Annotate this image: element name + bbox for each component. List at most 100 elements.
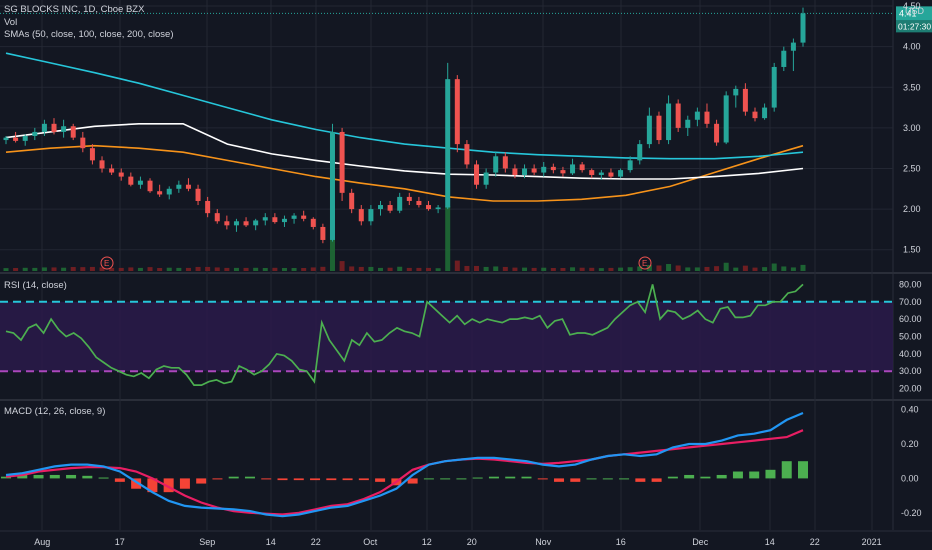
- candle-body: [781, 50, 787, 67]
- volume-bar: [13, 268, 19, 271]
- macd-histogram-bar: [716, 474, 727, 479]
- macd-histogram-bar: [749, 471, 760, 479]
- candle-body: [310, 218, 316, 227]
- candle-body: [80, 137, 86, 149]
- volume-bar: [560, 268, 566, 271]
- candle-body: [512, 168, 518, 175]
- volume-bar: [589, 267, 595, 271]
- candle-body: [714, 123, 720, 143]
- volume-bar: [618, 267, 624, 271]
- candle-body: [89, 148, 95, 161]
- macd-histogram-bar: [684, 474, 695, 479]
- sma-line-sma-50: [5, 144, 804, 202]
- candle-body: [675, 103, 681, 128]
- candle-body: [752, 111, 758, 119]
- candle-body: [570, 164, 576, 174]
- candle-body: [800, 13, 806, 43]
- candle-body: [397, 196, 403, 211]
- macd-tick-label: 0.20: [901, 439, 919, 449]
- volume-bar: [493, 266, 499, 271]
- candle-body: [243, 221, 249, 226]
- volume-bar: [109, 267, 115, 271]
- candle-body: [502, 156, 508, 169]
- macd-signal-line: [5, 429, 804, 516]
- macd-histogram-bar: [163, 478, 174, 493]
- volume-bar: [22, 267, 28, 271]
- macd-histogram-bar: [732, 471, 743, 479]
- volume-bar: [800, 264, 806, 271]
- sma-legend: SMAs (50, close, 100, close, 200, close): [4, 29, 174, 40]
- macd-histogram-bar: [602, 478, 613, 480]
- candle-body: [349, 192, 355, 210]
- price-tick-label: 2.00: [903, 204, 921, 214]
- volume-bar: [742, 265, 748, 271]
- candle-body: [618, 170, 624, 177]
- volume-bar: [733, 267, 739, 271]
- rsi-tick-label: 50.00: [899, 332, 922, 342]
- candle-body: [742, 88, 748, 112]
- candle-body: [377, 205, 383, 210]
- volume-bar: [176, 267, 182, 271]
- candle-body: [694, 111, 700, 120]
- candle-body: [272, 217, 278, 223]
- volume-bar: [531, 267, 537, 271]
- macd-histogram-bar: [244, 476, 255, 479]
- macd-histogram-bar: [570, 478, 581, 482]
- volume-bar: [762, 267, 768, 271]
- candle-body: [426, 205, 432, 210]
- volume-bar: [195, 266, 201, 271]
- volume-bar: [41, 267, 47, 271]
- macd-histogram-bar: [472, 477, 483, 479]
- time-tick-label: 2021: [862, 537, 882, 547]
- sma-line-sma-100: [5, 123, 804, 180]
- volume-bar: [320, 266, 326, 271]
- macd-histogram-bar: [33, 474, 44, 479]
- volume-bar: [512, 267, 518, 271]
- macd-histogram-bar: [1, 476, 11, 479]
- macd-histogram-bar: [131, 478, 142, 489]
- macd-histogram-bar: [98, 477, 109, 479]
- volume-bar: [387, 267, 393, 271]
- time-tick-label: 22: [810, 537, 820, 547]
- candle-body: [560, 170, 566, 174]
- countdown-value: 01:27:30: [898, 21, 931, 31]
- candle-body: [646, 115, 652, 145]
- volume-bar: [89, 266, 95, 271]
- time-tick-label: Sep: [199, 537, 215, 547]
- volume-bar: [166, 267, 172, 271]
- volume-bar: [397, 266, 403, 271]
- volume-bar: [483, 266, 489, 271]
- macd-histogram-bar: [765, 469, 776, 479]
- volume-bar: [426, 267, 432, 271]
- macd-histogram-bar: [147, 478, 158, 493]
- candle-body: [608, 172, 614, 177]
- volume-bar: [464, 265, 470, 271]
- volume-bar: [666, 264, 672, 271]
- candle-body: [358, 209, 364, 222]
- volume-bar: [51, 267, 57, 271]
- candle-body: [128, 176, 134, 185]
- candle-body: [723, 95, 729, 143]
- macd-histogram-bar: [781, 461, 792, 479]
- volume-bar: [253, 267, 259, 271]
- macd-histogram-bar: [66, 474, 77, 479]
- candle-body: [32, 131, 38, 136]
- macd-histogram-bar: [651, 478, 662, 482]
- volume-bar: [416, 267, 422, 271]
- candle-body: [435, 207, 441, 210]
- macd-histogram-bar: [440, 478, 451, 480]
- candle-body: [301, 215, 307, 219]
- macd-histogram-bar: [196, 478, 207, 484]
- candle-body: [368, 209, 374, 222]
- candle-body: [157, 191, 163, 195]
- volume-bar: [349, 266, 355, 271]
- time-tick-label: Aug: [34, 537, 50, 547]
- volume-legend: Vol: [4, 17, 18, 28]
- candle-body: [262, 217, 268, 221]
- candle-body: [387, 205, 393, 211]
- time-tick-label: Dec: [692, 537, 709, 547]
- candle-body: [656, 115, 662, 141]
- volume-bar: [694, 267, 700, 271]
- macd-histogram-bar: [505, 476, 516, 479]
